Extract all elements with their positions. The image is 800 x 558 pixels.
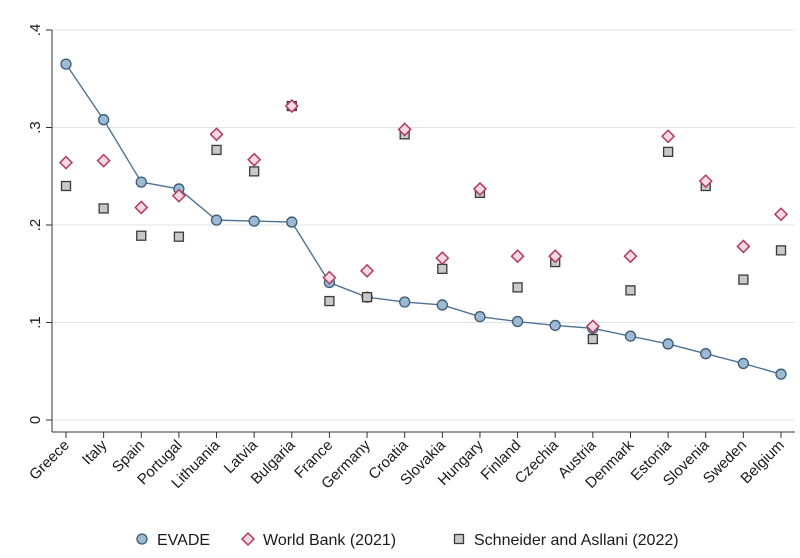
square-point xyxy=(98,203,109,214)
evade-line xyxy=(65,63,782,375)
circle-point xyxy=(210,214,223,226)
diamond-point xyxy=(284,98,299,114)
circle-point xyxy=(549,319,561,332)
diamond-point xyxy=(322,270,337,285)
legend-circle-icon xyxy=(136,533,148,545)
grid-lines xyxy=(52,29,795,421)
circle-point xyxy=(775,368,787,380)
square-point xyxy=(324,295,335,307)
circle-point xyxy=(737,357,750,370)
square-point xyxy=(625,285,636,296)
square-point xyxy=(136,230,147,241)
axes xyxy=(51,30,795,433)
legend-item: World Bank (2021) xyxy=(240,531,396,549)
diamond-point xyxy=(359,263,375,278)
diamond-point xyxy=(96,153,111,168)
diamond-point xyxy=(623,249,638,264)
circle-point xyxy=(624,330,637,342)
square-point xyxy=(211,144,222,156)
diamond-point xyxy=(698,174,713,189)
series-square xyxy=(60,100,787,345)
y-tick-label: 0 xyxy=(27,416,44,424)
series-circle xyxy=(60,58,787,380)
square-point xyxy=(662,146,674,158)
circle-point xyxy=(97,114,110,126)
legend-item: EVADE xyxy=(136,532,210,549)
diamond-point xyxy=(661,129,676,144)
circle-point xyxy=(399,296,411,308)
diamond-point xyxy=(585,319,600,334)
diamond-point xyxy=(510,249,525,264)
square-point xyxy=(437,263,448,275)
circle-point xyxy=(511,315,524,328)
diamond-point xyxy=(247,152,262,167)
series-layer xyxy=(58,58,789,380)
legend-item: Schneider and Asllani (2022) xyxy=(453,532,679,549)
legend-label: EVADE xyxy=(157,532,210,549)
y-tick-label: .4 xyxy=(27,24,44,37)
square-point xyxy=(361,291,373,303)
x-tick-label: Italy xyxy=(79,436,111,468)
series-diamond xyxy=(58,98,789,334)
square-point xyxy=(249,166,260,177)
y-tick-label: .1 xyxy=(27,316,44,329)
square-point xyxy=(738,274,749,285)
legend-label: World Bank (2021) xyxy=(263,532,396,549)
circle-point xyxy=(662,338,674,350)
circle-point xyxy=(135,176,147,188)
diamond-point xyxy=(134,200,149,215)
square-point xyxy=(512,282,523,293)
legend-diamond-icon xyxy=(240,531,256,547)
legend-square-icon xyxy=(453,533,465,545)
diamond-point xyxy=(58,155,74,170)
circle-point xyxy=(286,216,298,228)
square-point xyxy=(587,333,598,345)
y-tick-label: .3 xyxy=(27,121,44,134)
y-ticks: 0 .1 .2 .3 .4 xyxy=(27,24,52,424)
square-point xyxy=(173,231,185,242)
diamond-point xyxy=(472,181,488,196)
circle-point xyxy=(248,215,260,227)
diamond-point xyxy=(171,188,186,203)
x-ticks: Greece ItalySpainPortugalLithuaniaLatviaB… xyxy=(26,432,788,492)
y-tick-label: .2 xyxy=(27,219,44,232)
legend: EVADE World Bank (2021) Schneider and Asll… xyxy=(136,531,679,549)
square-point xyxy=(60,180,72,192)
diamond-point xyxy=(548,249,563,264)
diamond-point xyxy=(435,251,450,266)
circle-point xyxy=(474,310,486,323)
circle-point xyxy=(436,299,448,311)
x-tick-label: Greece xyxy=(26,437,73,484)
circle-point xyxy=(60,58,72,70)
diamond-point xyxy=(397,122,412,137)
diamond-point xyxy=(736,239,751,254)
circle-point xyxy=(700,348,712,360)
legend-label: Schneider and Asllani (2022) xyxy=(474,532,679,549)
diamond-point xyxy=(209,127,224,142)
square-point xyxy=(775,245,787,256)
diamond-point xyxy=(773,207,789,222)
